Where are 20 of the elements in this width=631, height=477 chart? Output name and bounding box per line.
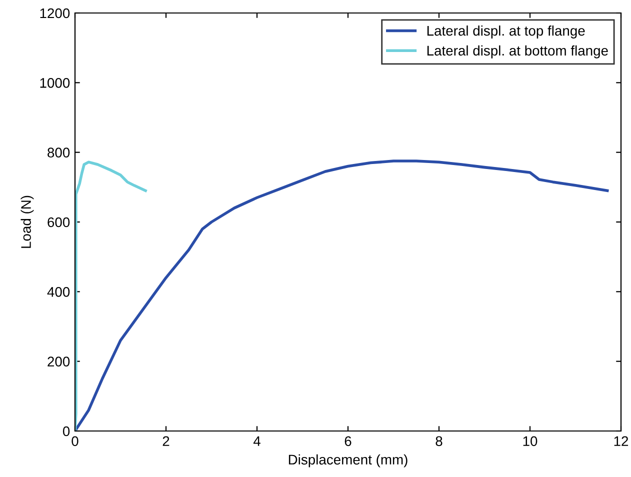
x-tick-label: 4 bbox=[253, 436, 260, 446]
legend-label: Lateral displ. at top flange bbox=[427, 26, 585, 38]
line-series bbox=[75, 160, 609, 431]
y-tick-label: 800 bbox=[48, 148, 70, 158]
x-tick-label: 2 bbox=[162, 436, 170, 446]
y-tick-label: 600 bbox=[48, 217, 70, 228]
y-tick-label: 1200 bbox=[40, 8, 70, 18]
x-tick-label: 0 bbox=[72, 436, 78, 446]
y-tick-label: 0 bbox=[62, 426, 70, 436]
line-series bbox=[75, 160, 147, 431]
legend-label: Lateral displ. at bottom flange bbox=[427, 45, 608, 58]
x-tick-label: 10 bbox=[523, 436, 538, 446]
x-axis-title: Displacement (mm) bbox=[288, 454, 408, 468]
y-tick-label: 400 bbox=[47, 287, 70, 297]
y-tick-label: 1000 bbox=[40, 78, 70, 88]
y-tick-label: 200 bbox=[48, 356, 70, 367]
x-tick-label: 6 bbox=[344, 436, 352, 446]
y-axis-title: Load (N) bbox=[20, 196, 34, 248]
x-tick-label: 12 bbox=[614, 436, 628, 446]
x-tick-label: 8 bbox=[436, 436, 442, 446]
